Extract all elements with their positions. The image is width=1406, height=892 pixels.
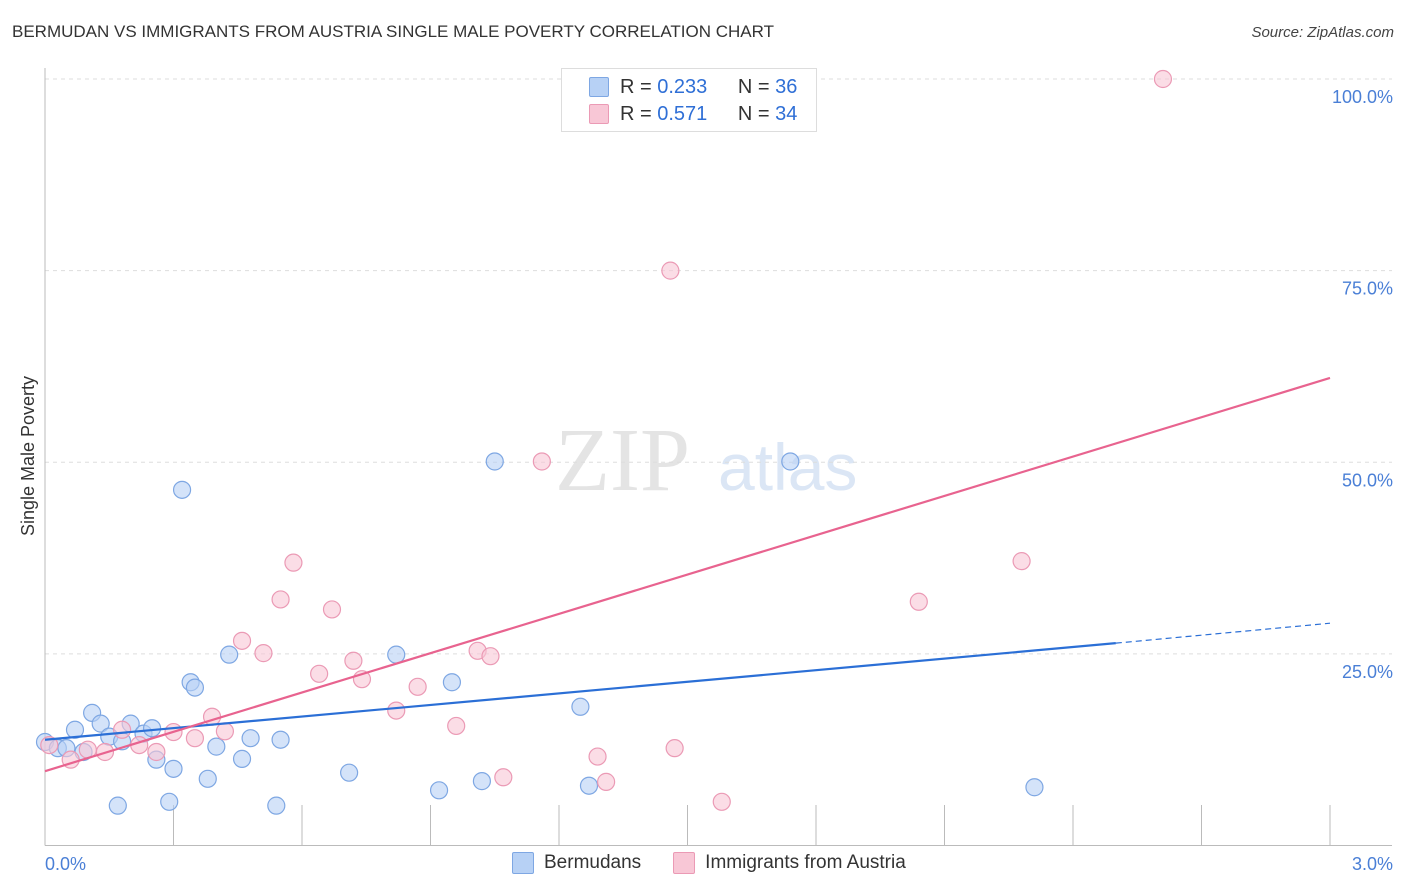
bermudan-point: [579, 776, 599, 795]
y-axis-label: Single Male Poverty: [18, 376, 38, 536]
bermudan-point: [220, 645, 239, 664]
bermudan-point: [340, 763, 359, 782]
austria-point: [588, 747, 607, 766]
austria-point: [661, 261, 680, 280]
austria-point: [322, 600, 342, 619]
bermudan-point: [207, 737, 226, 756]
r-value: 0.233: [657, 75, 708, 98]
bermudan-point: [232, 749, 252, 768]
austria-point: [494, 768, 513, 787]
austria-point: [909, 592, 928, 611]
bermudan-point: [387, 645, 406, 664]
austria-point: [1153, 69, 1173, 89]
bermudan-point: [142, 719, 162, 738]
bermudan-point: [241, 729, 260, 748]
bermudan-point: [108, 796, 127, 815]
bermudan-point: [442, 673, 462, 692]
austria-point: [215, 722, 234, 741]
bermudan-point: [429, 781, 449, 800]
austria-point: [40, 735, 59, 755]
bermudan-point: [185, 678, 205, 697]
austria-trendline: [44, 376, 1331, 773]
austria-point: [254, 644, 273, 663]
stats-legend: R = 0.233 N = 36 R = 0.571 N = 34: [561, 68, 817, 132]
austria-point: [185, 729, 205, 748]
austria-point: [147, 742, 166, 762]
bermudan-point: [91, 714, 110, 733]
austria-point: [344, 651, 363, 670]
legend-label-austria: Immigrants from Austria: [705, 852, 906, 873]
austria-point: [408, 677, 427, 696]
y-tick-label: 75.0%: [1342, 279, 1393, 299]
bermudan-point: [485, 452, 504, 471]
r-label: R =: [620, 102, 652, 125]
bermudan-point: [271, 730, 290, 749]
source-label: Source: ZipAtlas.com: [1251, 24, 1394, 41]
austria-point: [112, 720, 132, 739]
legend-label-bermudans: Bermudans: [544, 852, 642, 873]
bermudan-point: [781, 452, 800, 471]
austria-point: [387, 701, 406, 720]
bermudan-trendline: [44, 642, 1116, 741]
legend-row-austria: R = 0.571 N = 34: [620, 101, 797, 127]
bermudan-point: [172, 480, 192, 499]
legend-swatch-austria: [589, 104, 609, 124]
y-tick-label: 50.0%: [1342, 470, 1393, 490]
austria-point: [1012, 552, 1031, 571]
austria-point: [597, 772, 616, 791]
y-tick-label: 100.0%: [1332, 87, 1393, 107]
legend-row-bermudans: R = 0.233 N = 36: [620, 74, 797, 100]
austria-point: [712, 792, 731, 811]
legend-swatch-austria: [673, 852, 696, 874]
y-tick-label: 25.0%: [1342, 662, 1393, 682]
legend-swatch-bermudans: [589, 77, 609, 97]
bermudan-point: [571, 697, 590, 716]
n-value: 36: [775, 75, 798, 98]
bermudan-point: [1025, 778, 1044, 797]
austria-point: [665, 739, 684, 758]
legend-swatch-bermudans: [512, 852, 534, 874]
austria-point: [532, 452, 551, 471]
bermudan-trendline-extension: [1115, 622, 1331, 644]
bermudan-point: [472, 772, 491, 791]
r-value: 0.571: [657, 102, 708, 125]
austria-point: [447, 716, 466, 736]
bermudan-point: [65, 720, 85, 739]
n-label: N =: [737, 102, 770, 125]
austria-point: [481, 647, 500, 666]
chart-title: BERMUDAN VS IMMIGRANTS FROM AUSTRIA SING…: [12, 22, 774, 41]
series-legend: Bermudans Immigrants from Austria: [512, 852, 906, 874]
bermudan-point: [164, 759, 183, 778]
bermudan-point: [267, 796, 286, 815]
austria-point: [271, 590, 290, 609]
austria-point: [284, 553, 303, 572]
r-label: R =: [620, 75, 652, 98]
austria-point: [310, 664, 329, 683]
bermudan-point: [160, 792, 179, 811]
x-tick-label: 0.0%: [45, 854, 86, 874]
x-tick-label: 3.0%: [1352, 854, 1393, 874]
n-label: N =: [737, 75, 770, 98]
austria-point: [232, 631, 252, 650]
bermudan-point: [198, 769, 217, 788]
n-value: 34: [775, 102, 798, 125]
watermark: ZIP: [555, 411, 690, 510]
